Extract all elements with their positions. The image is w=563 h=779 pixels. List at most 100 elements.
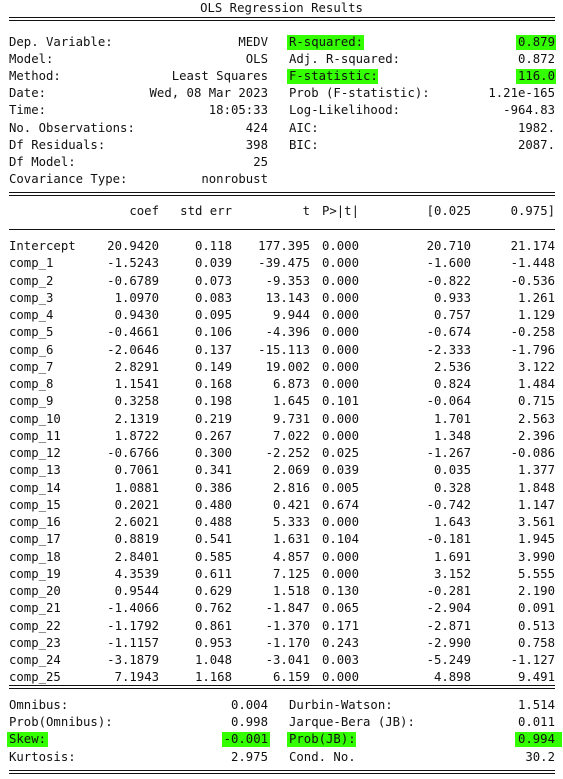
table-cell: 0.039 bbox=[194, 256, 232, 271]
table-cell: 1.848 bbox=[517, 480, 555, 495]
table-cell: 0.7061 bbox=[114, 463, 159, 478]
row-label: comp_15 bbox=[9, 497, 61, 512]
table-cell: 1.645 bbox=[272, 394, 310, 409]
table-cell: 0.9430 bbox=[114, 308, 159, 322]
label-highlight bbox=[287, 732, 357, 748]
table-cell: 0.386 bbox=[194, 480, 232, 495]
diagnostic-value: 30.2 bbox=[525, 749, 555, 764]
row-label: comp_23 bbox=[9, 635, 61, 650]
table-cell: 5.333 bbox=[272, 515, 310, 529]
summary-value: nonrobust bbox=[201, 171, 268, 186]
table-cell: 0.585 bbox=[194, 549, 232, 564]
summary-title: OLS Regression Results bbox=[200, 1, 363, 15]
table-cell: 0.715 bbox=[517, 394, 555, 409]
table-cell: 1.643 bbox=[433, 515, 471, 529]
table-cell: 3.122 bbox=[517, 359, 555, 374]
summary-value: OLS bbox=[245, 52, 268, 67]
value-highlight bbox=[515, 35, 556, 50]
table-cell: 0.513 bbox=[517, 618, 555, 633]
table-cell: 0.106 bbox=[194, 325, 232, 340]
table-cell: 0.000 bbox=[321, 670, 359, 685]
table-cell: 0.3258 bbox=[114, 394, 159, 409]
table-cell: 0.2021 bbox=[114, 497, 159, 512]
table-cell: 4.898 bbox=[433, 670, 471, 685]
summary-value: 25 bbox=[253, 154, 268, 169]
table-cell: 7.125 bbox=[272, 566, 310, 581]
diagnostic-label: Prob(Omnibus): bbox=[9, 715, 113, 730]
column-header: [0.025 bbox=[426, 204, 471, 218]
table-cell: 0.118 bbox=[194, 239, 232, 253]
summary-value: Wed, 08 Mar 2023 bbox=[149, 86, 268, 101]
summary-value: 424 bbox=[245, 120, 268, 135]
table-cell: -1.1157 bbox=[107, 635, 159, 650]
value-highlight bbox=[222, 732, 270, 748]
row-label: comp_22 bbox=[9, 618, 61, 633]
value-highlight bbox=[515, 69, 556, 85]
table-cell: 0.611 bbox=[194, 566, 232, 581]
table-cell: 7.1943 bbox=[114, 670, 159, 685]
label-highlight bbox=[287, 69, 379, 85]
summary-label: Df Residuals: bbox=[9, 137, 106, 152]
table-cell: 0.000 bbox=[321, 342, 359, 357]
summary-value: -964.83 bbox=[503, 103, 555, 118]
table-cell: 1.631 bbox=[272, 532, 310, 547]
summary-label: Model: bbox=[9, 52, 54, 67]
table-cell: 177.395 bbox=[258, 239, 310, 253]
table-cell: 1.691 bbox=[433, 549, 471, 564]
summary-value: Least Squares bbox=[171, 69, 268, 84]
diagnostic-label: Durbin-Watson: bbox=[289, 698, 393, 712]
row-label: comp_25 bbox=[9, 670, 61, 685]
table-cell: 1.0970 bbox=[114, 290, 159, 305]
row-label: comp_11 bbox=[9, 428, 61, 443]
column-header: std err bbox=[180, 204, 232, 218]
table-cell: -1.600 bbox=[426, 256, 471, 271]
table-cell: -1.370 bbox=[265, 618, 310, 633]
row-label: comp_13 bbox=[9, 463, 61, 478]
summary-label: AIC: bbox=[289, 120, 319, 135]
diagnostic-label: Omnibus: bbox=[9, 698, 69, 712]
table-cell: 0.541 bbox=[194, 532, 232, 547]
table-cell: 0.000 bbox=[321, 411, 359, 426]
table-cell: -2.904 bbox=[426, 601, 471, 616]
summary-label: Df Model: bbox=[9, 154, 76, 169]
table-cell: 1.484 bbox=[517, 377, 555, 391]
table-cell: -1.4066 bbox=[107, 601, 159, 616]
row-label: comp_8 bbox=[9, 377, 54, 391]
table-cell: 20.9420 bbox=[107, 239, 159, 253]
summary-value: 0.872 bbox=[517, 52, 555, 67]
table-cell: 4.857 bbox=[272, 549, 310, 564]
table-cell: 1.518 bbox=[272, 584, 310, 598]
row-label: comp_21 bbox=[9, 601, 61, 616]
table-cell: 0.000 bbox=[321, 325, 359, 340]
summary-value: 1.21e-165 bbox=[488, 86, 555, 101]
table-cell: 0.130 bbox=[321, 584, 359, 598]
row-label: comp_9 bbox=[9, 394, 54, 409]
table-cell: 5.555 bbox=[517, 566, 555, 581]
diagnostic-value: 0.004 bbox=[230, 698, 268, 712]
diagnostic-value: -0.001 bbox=[223, 732, 268, 747]
row-label: comp_6 bbox=[9, 342, 54, 357]
summary-value: 18:05:33 bbox=[208, 103, 268, 118]
summary-label: F-statistic: bbox=[289, 69, 378, 84]
bottom-double-rule bbox=[9, 770, 555, 774]
table-cell: 0.091 bbox=[517, 601, 555, 616]
table-cell: 0.328 bbox=[433, 480, 471, 495]
table-cell: 0.341 bbox=[194, 463, 232, 478]
table-cell: 0.933 bbox=[433, 290, 471, 305]
summary-value: 116.0 bbox=[517, 69, 555, 84]
table-cell: -1.170 bbox=[265, 635, 310, 650]
table-cell: -2.990 bbox=[426, 635, 471, 650]
row-label: comp_1 bbox=[9, 256, 54, 271]
table-cell: 2.536 bbox=[433, 359, 471, 374]
table-cell: 2.563 bbox=[517, 411, 555, 426]
summary-label: R-squared: bbox=[289, 35, 364, 49]
table-cell: 0.073 bbox=[194, 273, 232, 288]
table-cell: -1.267 bbox=[426, 446, 471, 460]
summary-label: BIC: bbox=[289, 137, 319, 152]
label-highlight bbox=[7, 732, 49, 748]
summary-label: Adj. R-squared: bbox=[289, 52, 401, 67]
summary-value: 0.879 bbox=[517, 35, 555, 49]
table-cell: -0.822 bbox=[426, 273, 471, 288]
table-cell: 2.190 bbox=[517, 584, 555, 598]
summary-label: Method: bbox=[9, 69, 61, 84]
